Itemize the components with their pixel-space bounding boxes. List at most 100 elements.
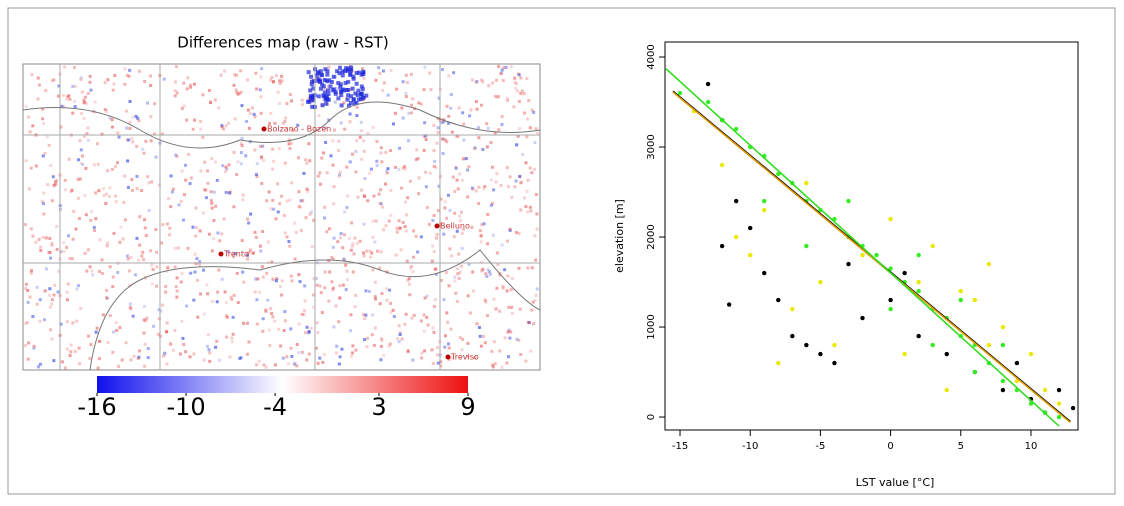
map-pixel <box>450 93 453 96</box>
map-pixel <box>277 91 280 94</box>
map-pixel <box>461 179 464 182</box>
map-pixel <box>309 75 313 79</box>
map-pixel <box>344 264 347 267</box>
map-pixel <box>282 357 285 360</box>
map-pixel <box>396 231 399 234</box>
map-pixel <box>461 232 464 235</box>
map-pixel <box>317 362 320 365</box>
map-pixel <box>240 151 243 154</box>
map-pixel <box>336 81 340 85</box>
map-pixel <box>87 139 90 142</box>
map-pixel <box>491 82 494 85</box>
map-pixel <box>323 67 327 71</box>
map-pixel <box>348 69 352 73</box>
map-pixel <box>461 111 464 114</box>
map-pixel <box>106 169 109 172</box>
map-pixel <box>87 92 90 95</box>
map-pixel <box>278 202 281 205</box>
map-pixel <box>96 142 99 145</box>
map-pixel <box>508 337 511 340</box>
map-pixel <box>365 250 368 253</box>
map-pixel <box>457 187 460 190</box>
map-pixel <box>30 167 33 170</box>
map-pixel <box>208 89 211 92</box>
map-pixel <box>261 265 264 268</box>
y-tick-label: 1000 <box>646 314 657 339</box>
map-pixel <box>165 363 168 366</box>
map-pixel <box>232 333 235 336</box>
map-pixel <box>469 311 472 314</box>
map-pixel <box>224 290 227 293</box>
map-pixel <box>218 359 221 362</box>
map-pixel <box>536 288 539 291</box>
map-pixel <box>354 305 357 308</box>
y-tick-label: 2000 <box>646 224 657 249</box>
map-pixel <box>433 305 436 308</box>
point <box>776 361 780 365</box>
map-pixel <box>518 175 521 178</box>
map-pixel <box>319 183 322 186</box>
map-pixel <box>462 139 465 142</box>
city-label: Trento <box>223 250 249 259</box>
map-pixel <box>453 276 456 279</box>
map-pixel <box>42 154 45 157</box>
map-pixel <box>343 128 346 131</box>
city-dot <box>446 355 451 360</box>
map-pixel <box>254 72 257 75</box>
map-pixel <box>163 78 166 81</box>
map-pixel <box>238 92 241 95</box>
map-pixel <box>147 347 150 350</box>
map-pixel <box>233 294 236 297</box>
map-pixel <box>202 212 205 215</box>
map-pixel <box>150 264 153 267</box>
map-pixel <box>201 136 204 139</box>
map-pixel <box>56 248 59 251</box>
map-pixel <box>206 182 209 185</box>
map-pixel <box>530 171 533 174</box>
map-pixel <box>115 329 118 332</box>
map-pixel <box>254 278 257 281</box>
map-pixel <box>264 309 267 312</box>
map-pixel <box>407 279 410 282</box>
map-pixel <box>518 73 521 76</box>
point <box>748 226 752 230</box>
map-pixel <box>106 78 109 81</box>
map-pixel <box>275 279 278 282</box>
map-pixel <box>192 128 195 131</box>
map-pixel <box>403 323 406 326</box>
map-pixel <box>421 352 424 355</box>
map-pixel <box>127 186 130 189</box>
map-pixel <box>270 312 273 315</box>
map-pixel <box>362 313 365 316</box>
map-pixel <box>477 126 480 129</box>
map-pixel <box>450 254 453 257</box>
map-pixel <box>401 337 404 340</box>
point <box>916 253 920 257</box>
map-pixel <box>420 235 423 238</box>
point <box>987 262 991 266</box>
map-pixel <box>75 287 78 290</box>
map-pixel <box>507 306 510 309</box>
map-pixel <box>480 104 483 107</box>
point <box>804 244 808 248</box>
map-pixel <box>185 305 188 308</box>
map-pixel <box>492 234 495 237</box>
map-pixel <box>146 102 149 105</box>
map-pixel <box>446 321 449 324</box>
map-pixel <box>43 318 46 321</box>
map-pixel <box>405 230 408 233</box>
map-pixel <box>232 316 235 319</box>
map-pixel <box>494 362 497 365</box>
map-pixel <box>484 272 487 275</box>
map-pixel <box>26 289 29 292</box>
map-pixel <box>41 117 44 120</box>
map-pixel <box>288 147 291 150</box>
map-pixel <box>488 270 491 273</box>
map-pixel <box>216 300 219 303</box>
map-pixel <box>29 296 32 299</box>
point <box>902 271 906 275</box>
map-pixel <box>142 331 145 334</box>
map-pixel <box>332 287 335 290</box>
map-pixel <box>210 199 213 202</box>
map-pixel <box>88 81 91 84</box>
